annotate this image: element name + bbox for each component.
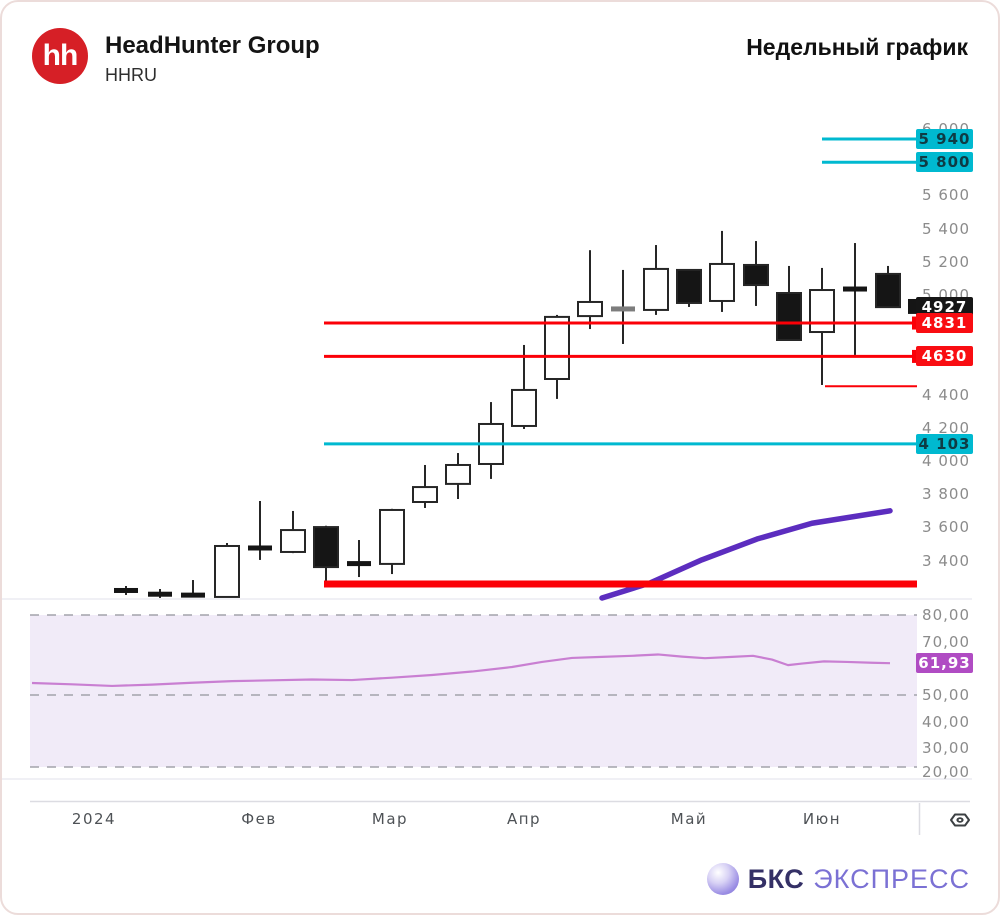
axis-tick-label: 70,00 xyxy=(922,632,970,651)
level-end-tick xyxy=(912,316,918,330)
axis-tick-label: 3 800 xyxy=(922,485,970,504)
brand-name-bold: БКС xyxy=(747,863,805,894)
visibility-eye-icon[interactable] xyxy=(946,806,974,834)
month-label: Июн xyxy=(802,810,842,828)
candle-body xyxy=(709,262,735,302)
month-label: Фев xyxy=(241,810,277,828)
candle-body xyxy=(379,508,405,565)
candle-body xyxy=(776,292,802,341)
candle-body xyxy=(412,486,438,504)
axis-tick-label: 4 000 xyxy=(922,452,970,470)
candle-doji-body xyxy=(347,561,371,567)
axis-tick-label: 5 400 xyxy=(922,219,970,238)
header: hh HeadHunter Group HHRU Недельный графи… xyxy=(2,2,998,102)
month-label: 2024 xyxy=(71,810,117,828)
axis-tick-label: 30,00 xyxy=(922,739,970,758)
footer-brand: БКС ЭКСПРЕСС xyxy=(706,859,970,899)
axis-tick-label: 80,00 xyxy=(922,606,970,624)
axis-tick-label: 5 200 xyxy=(922,252,970,271)
price-badge: 4630 xyxy=(916,346,973,367)
axis-tick-label: 50,00 xyxy=(922,686,970,704)
axis-tick-label: 3 400 xyxy=(922,551,970,570)
axis-tick-label: 3 600 xyxy=(922,518,970,537)
candle-body xyxy=(313,526,339,569)
candle-body xyxy=(544,315,570,380)
axis-tick-label: 5 600 xyxy=(922,186,970,205)
headhunter-logo: hh xyxy=(32,28,88,84)
price-badge: 4831 xyxy=(916,313,973,334)
candle-body xyxy=(676,268,702,304)
candle-body xyxy=(809,289,835,334)
axis-tick-label: 4 400 xyxy=(922,385,970,404)
candle-doji-body xyxy=(843,286,867,292)
candle-body xyxy=(577,300,603,318)
candle-doji-body xyxy=(114,587,138,593)
price-badge: 5 800 xyxy=(916,152,973,173)
bks-sphere-icon xyxy=(706,863,739,895)
axis-tick-label: 40,00 xyxy=(922,712,970,731)
rsi-band xyxy=(30,615,917,767)
price-badge: 4927 xyxy=(916,297,973,318)
candle-doji-body xyxy=(148,591,172,597)
candle-doji-body xyxy=(181,592,205,598)
month-label: Апр xyxy=(506,810,542,828)
axis-tick-label: 20,00 xyxy=(922,763,970,781)
company-title: HeadHunter Group xyxy=(105,32,320,59)
candle-doji-body xyxy=(248,545,272,551)
candle-body xyxy=(214,544,240,598)
month-label: Май xyxy=(670,810,708,828)
candle-body xyxy=(875,272,901,309)
ticker-label: HHRU xyxy=(105,65,157,85)
candle-body xyxy=(280,529,306,553)
price-badge: 5 940 xyxy=(916,128,973,149)
price-badge: 61,93 xyxy=(916,653,973,674)
candle-body xyxy=(643,267,669,311)
level-end-tick xyxy=(912,349,918,363)
month-label: Мар xyxy=(371,810,409,828)
candle-partial xyxy=(908,298,919,314)
price-badge: 4 103 xyxy=(916,433,973,454)
brand-name-light: ЭКСПРЕСС xyxy=(813,863,970,894)
candle-doji-body xyxy=(611,306,635,312)
candle-body xyxy=(511,388,537,427)
candle-body xyxy=(445,463,471,485)
candle-body xyxy=(743,263,769,287)
rsi-line xyxy=(31,653,891,688)
axis-tick-label: 4 200 xyxy=(922,418,970,437)
period-label: Недельный график xyxy=(746,34,968,60)
logo-text: hh xyxy=(42,39,79,72)
